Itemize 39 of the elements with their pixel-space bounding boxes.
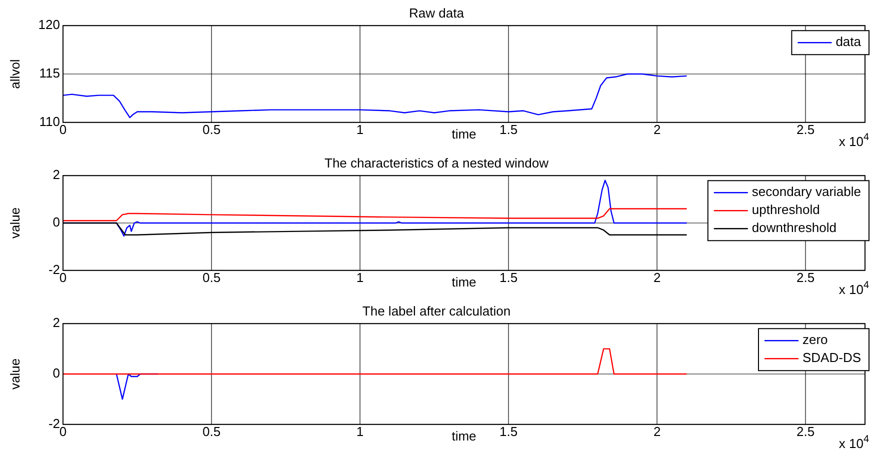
y-tick-label: 2: [52, 315, 60, 330]
legend-label: data: [836, 34, 862, 50]
chart-title: The characteristics of a nested window: [324, 155, 550, 170]
x-tick-label: 1.5: [500, 122, 518, 137]
x-axis-title: time: [452, 274, 476, 290]
y-tick-label: 2: [52, 167, 60, 182]
legend-label: SDAD-DS: [802, 350, 862, 366]
x-tick-label: 0.5: [202, 122, 221, 137]
chart-title: Raw data: [409, 5, 465, 20]
legend-label: upthreshold: [752, 202, 820, 218]
y-axis-title: allvol: [7, 59, 22, 89]
x-tick-label: 0.5: [202, 424, 221, 439]
x-tick-label: 2.5: [796, 122, 815, 137]
chart-title: The label after calculation: [362, 303, 511, 318]
x-tick-label: 1: [356, 424, 364, 439]
y-axis-title: value: [7, 358, 22, 390]
x-tick-label: 1: [356, 270, 364, 285]
y-tick-label: 0: [52, 214, 60, 230]
x-tick-label: 1.5: [500, 424, 518, 439]
x-tick-label: 2: [653, 424, 661, 439]
x-tick-label: 2: [653, 270, 661, 285]
legend-label: downthreshold: [752, 220, 836, 236]
y-axis-title: value: [7, 207, 22, 239]
y-tick-label: 120: [38, 17, 60, 32]
y-tick-label: 115: [39, 66, 60, 81]
x-tick-label: 1: [356, 122, 364, 137]
legend-label: zero: [802, 332, 828, 348]
x-tick-label: 0.5: [202, 270, 221, 285]
x-axis-title: time: [452, 126, 476, 142]
x-tick-label: 2: [653, 122, 661, 137]
y-tick-label: -2: [48, 262, 60, 277]
y-tick-label: 0: [52, 366, 60, 381]
y-tick-label: -2: [48, 416, 60, 431]
x-tick-label: 2.5: [796, 424, 815, 439]
x-axis-title: time: [452, 428, 476, 444]
y-tick-label: 110: [39, 114, 60, 129]
legend-label: secondary variable: [752, 184, 862, 200]
x-tick-label: 1.5: [500, 270, 518, 285]
x-tick-label: 2.5: [796, 270, 815, 285]
